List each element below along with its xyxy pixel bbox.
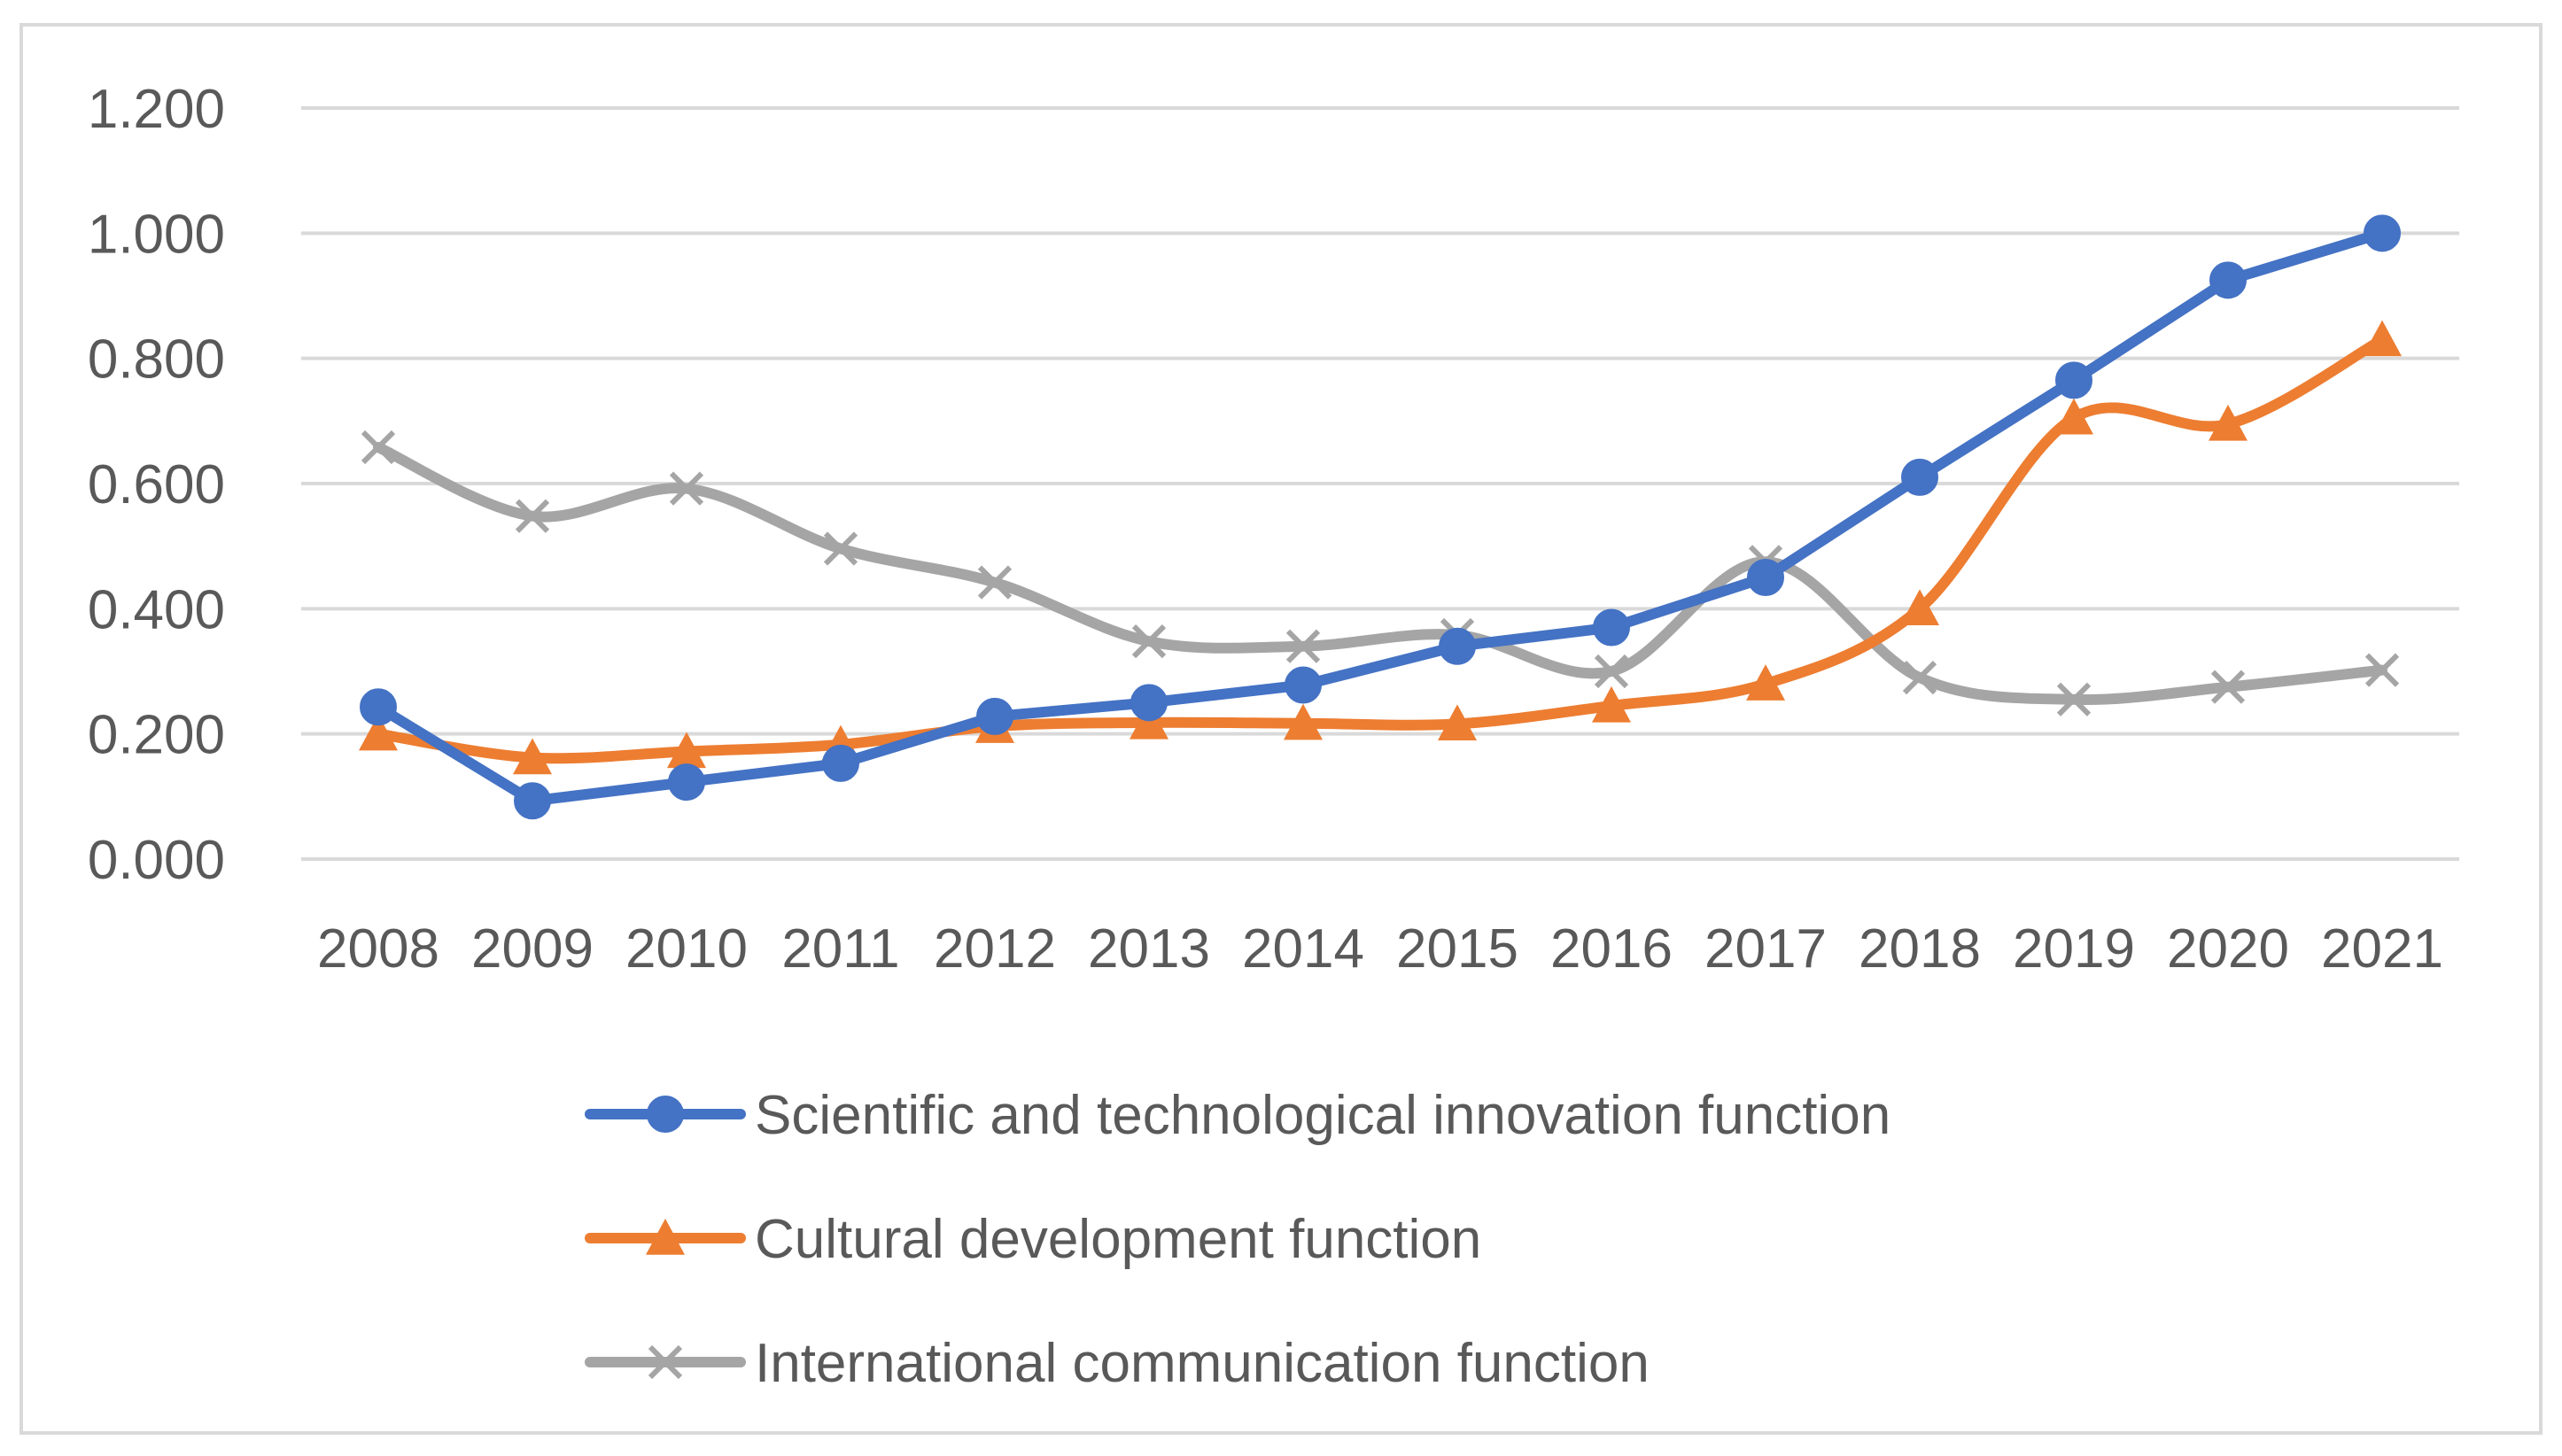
series-2 (361, 430, 2400, 716)
data-point (1130, 684, 1168, 722)
legend-item: Scientific and technological innovation … (585, 1085, 1890, 1146)
data-point (822, 744, 859, 782)
data-point (2364, 653, 2400, 687)
data-point (360, 688, 397, 726)
y-tick-label: 1.000 (88, 204, 225, 265)
x-tick-label: 2013 (1088, 918, 1210, 980)
data-point (514, 782, 551, 820)
chart-frame: 0.000 0.200 0.400 0.600 0.800 1.000 1.200 2008 2… (19, 23, 2543, 1435)
data-point (668, 763, 705, 802)
data-point (1900, 589, 1939, 626)
data-point (2209, 261, 2247, 299)
y-tick-label: 1.200 (88, 79, 225, 140)
data-point (667, 732, 706, 769)
data-point (1439, 627, 1476, 665)
data-point (1131, 623, 1167, 659)
x-tick-label: 2018 (1859, 918, 1981, 980)
series-1 (359, 320, 2402, 775)
x-tick-label: 2016 (1550, 918, 1673, 980)
data-point (1593, 608, 1630, 647)
data-point (823, 531, 858, 566)
data-point (669, 471, 704, 506)
data-point (2055, 361, 2092, 399)
data-point (1438, 704, 1477, 741)
y-tick-label: 0.600 (88, 454, 225, 515)
y-tick-label: 0.200 (88, 705, 225, 766)
legend-item: Cultural development function (585, 1209, 1481, 1270)
series-line (373, 228, 2387, 807)
y-tick-label: 0.000 (88, 830, 225, 891)
x-tick-label: 2009 (471, 918, 594, 980)
legend-label: Scientific and technological innovation … (755, 1085, 1890, 1146)
data-point (1285, 629, 1321, 663)
data-point (1746, 664, 1785, 701)
x-tick-label: 2021 (2321, 918, 2443, 980)
legend-marker (646, 1219, 685, 1255)
x-tick-label: 2017 (1704, 918, 1827, 980)
line-chart: 0.000 0.200 0.400 0.600 0.800 1.000 1.200 2008 2… (88, 79, 2459, 1394)
data-point (2363, 320, 2402, 357)
data-point (2209, 404, 2248, 441)
x-tick-label: 2019 (2013, 918, 2135, 980)
data-point (2054, 398, 2093, 435)
y-tick-label: 0.400 (88, 579, 225, 640)
data-point (359, 714, 398, 751)
data-point (1901, 458, 1938, 496)
series-line (373, 442, 2387, 706)
x-tick-label: 2012 (934, 918, 1056, 980)
legend-marker (647, 1096, 684, 1133)
data-point (1594, 654, 1629, 689)
x-tick-label: 2010 (625, 918, 748, 980)
data-point (2210, 670, 2246, 704)
data-point (2364, 214, 2401, 252)
legend-marker (648, 1344, 683, 1380)
data-point (1902, 660, 1937, 695)
legend-item: International communication function (585, 1333, 1650, 1394)
legend-label: Cultural development function (755, 1209, 1481, 1270)
data-point (977, 565, 1013, 600)
data-point (1284, 703, 1323, 740)
x-tick-label: 2020 (2167, 918, 2289, 980)
x-tick-label: 2008 (317, 918, 439, 980)
data-point (1592, 685, 1631, 723)
data-point (976, 697, 1013, 735)
x-tick-label: 2014 (1242, 918, 1364, 980)
data-point (361, 430, 396, 465)
data-point (515, 499, 550, 533)
series-0 (360, 214, 2401, 820)
data-point (1285, 666, 1322, 704)
data-point (1747, 559, 1784, 596)
x-tick-label: 2015 (1396, 918, 1518, 980)
y-tick-label: 0.800 (88, 329, 225, 391)
legend-label: International communication function (755, 1333, 1650, 1394)
x-tick-label: 2011 (781, 918, 899, 980)
data-point (513, 738, 552, 775)
data-point (2056, 682, 2092, 716)
